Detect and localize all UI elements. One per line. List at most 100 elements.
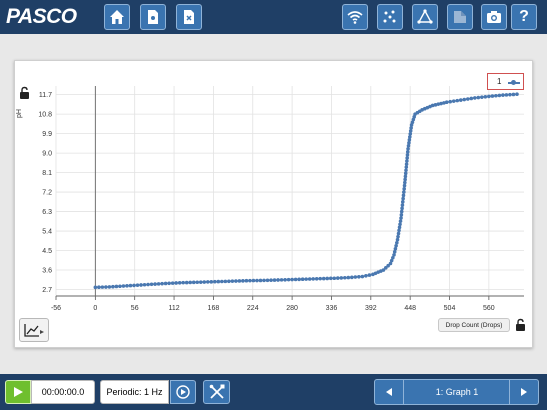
axes [56,86,524,297]
experiment-file-button[interactable] [140,4,166,30]
data-point [406,146,410,151]
x-tick-label: 56 [131,305,139,312]
data-point [407,141,411,145]
data-point [388,261,393,266]
data-point [321,276,326,281]
data-point [497,93,502,98]
y-tick-label: 11.7 [39,92,52,99]
hardware-setup-button[interactable] [342,4,368,30]
data-point [410,120,415,125]
x-axis-lock-icon[interactable] [514,318,528,332]
data-point [399,216,403,220]
data-point [241,279,245,283]
next-page-button[interactable] [509,380,538,404]
data-point [93,285,98,290]
data-point [391,255,395,260]
data-point [314,276,319,281]
data-point [290,277,294,282]
legend[interactable]: 1 [487,73,524,90]
sampling-mode[interactable]: Periodic: 1 Hz [100,380,169,404]
x-axis-ticks: -56 0 56 112 168 224 280 336 392 448 504 560 [51,296,495,312]
data-point [177,280,182,285]
data-point [139,283,143,287]
data-point [408,129,413,133]
data-point [397,225,402,230]
data-point [251,278,256,283]
data-point [392,250,397,254]
data-point [404,168,408,173]
data-point [205,280,210,284]
x-tick-label: 112 [168,305,179,312]
data-point [339,276,344,280]
y-tick-label: 8.1 [42,170,52,177]
close-file-button[interactable] [176,4,202,30]
data-point [220,279,224,284]
data-point [401,196,405,201]
ph-graph[interactable]: -56 0 56 112 168 224 280 336 392 448 504 560 2.7 3.6… [14,60,531,346]
start-button[interactable] [5,380,31,404]
sampling-options-button[interactable] [170,380,196,404]
data-point [213,279,217,284]
data-point [389,258,394,263]
graph-display-button[interactable] [19,318,49,342]
x-tick-label: -56 [51,305,61,312]
data-point [135,283,140,287]
help-button[interactable]: ? [511,4,537,30]
journal-button[interactable] [447,4,473,30]
data-point [195,280,200,285]
x-tick-label: 168 [208,305,220,312]
data-point [409,123,414,127]
data-point [412,115,417,119]
y-tick-label: 5.4 [42,229,52,236]
data-point [97,285,101,290]
data-point [403,171,408,176]
data-point [307,277,312,281]
data-point [125,284,129,288]
experiment-file-icon [148,10,158,24]
data-point [114,284,119,289]
data-point [353,275,358,279]
y-axis-lock-icon[interactable] [18,86,32,100]
data-point [346,275,351,280]
data-point [409,126,413,130]
page-navigator: 1: Graph 1 [374,379,539,405]
data-point [230,279,235,283]
snapshot-button[interactable] [481,4,507,30]
x-tick-label: 224 [247,305,259,312]
data-point [104,285,108,289]
data-point [367,273,372,277]
data-point [149,282,154,287]
data-point [100,285,105,289]
data-point [258,278,263,283]
data-point [405,159,409,163]
data-point [234,279,238,283]
data-point [188,280,193,285]
x-axis-label[interactable]: Drop Count (Drops) [438,318,510,332]
data-point [311,277,315,281]
data-point [400,206,404,211]
page-title[interactable]: 1: Graph 1 [403,380,510,404]
data-point [223,279,228,284]
arrow-right-icon [521,388,527,396]
data-point [128,283,133,288]
data-point [405,156,409,160]
data-point [487,94,491,99]
data-point [458,98,463,102]
data-point [480,95,484,99]
home-button[interactable] [104,4,130,30]
close-file-icon [184,10,194,24]
elapsed-time: 00:00:00.0 [31,380,95,404]
y-axis-label[interactable]: pH [16,109,23,118]
data-summary-button[interactable] [377,4,403,30]
data-point [272,278,277,282]
data-point [404,165,409,169]
data-point [436,102,441,106]
legend-marker [511,80,516,85]
tools-button[interactable] [203,380,230,404]
data-point [198,280,203,284]
data-point [448,99,453,104]
data-point [381,268,386,272]
previous-page-button[interactable] [375,380,403,404]
graph-tools-button[interactable] [412,4,438,30]
data-point [191,280,196,285]
